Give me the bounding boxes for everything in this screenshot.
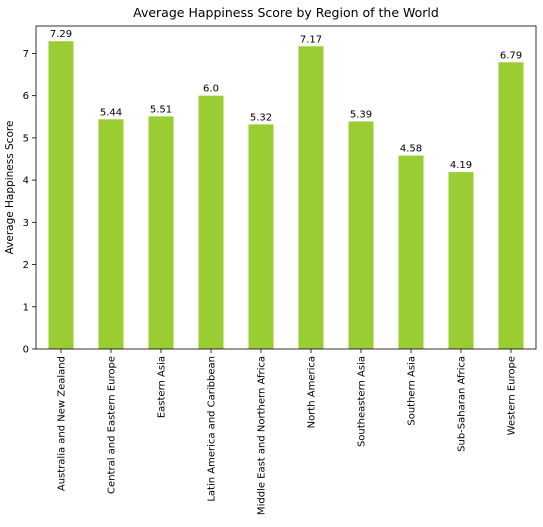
data-label-4: 5.32 [250,112,272,123]
data-label-7: 4.58 [400,144,422,155]
data-label-2: 5.51 [150,104,172,115]
y-tick-label: 5 [23,133,29,144]
bar-8 [448,172,474,349]
y-tick-label: 7 [23,49,29,60]
bar-6 [348,121,374,349]
x-tick-label: Sub-Saharan Africa [457,356,468,452]
data-label-9: 6.79 [500,50,522,61]
data-label-6: 5.39 [350,109,372,120]
x-tick-label: Southern Asia [407,356,418,426]
x-tick-label: North America [307,356,318,428]
chart-title: Average Happiness Score by Region of the… [133,5,439,20]
data-label-0: 7.29 [50,29,72,40]
x-tick-label: Middle East and Northern Africa [257,356,268,515]
y-tick-label: 3 [23,218,29,229]
bar-4 [248,124,274,349]
data-label-8: 4.19 [450,160,472,171]
bar-1 [98,119,124,349]
plot-area: 7.29 5.44 5.51 6.0 5.32 7.17 5.39 4.58 4.19 6.79 0… [23,25,537,515]
y-axis-label: Average Happiness Score [4,121,16,255]
y-tick-label: 0 [23,345,29,356]
bar-0 [48,41,74,349]
x-tick-label: Western Europe [507,356,518,435]
data-label-1: 5.44 [100,107,122,118]
y-tick-label: 4 [23,176,29,187]
y-tick-label: 6 [23,91,29,102]
bar-3 [198,95,224,349]
x-tick-label: Southeastern Asia [357,356,368,447]
x-tick-label: Eastern Asia [157,356,168,418]
x-tick-label: Australia and New Zealand [57,356,68,491]
bar-9 [498,62,524,350]
data-label-3: 6.0 [203,84,219,95]
plot-frame [35,25,537,350]
data-label-5: 7.17 [300,34,322,45]
x-tick-label: Central and Eastern Europe [107,356,118,494]
bar-2 [148,116,174,349]
bar-5 [298,46,324,350]
bar-7 [398,155,424,349]
x-tick-label: Latin America and Caribbean [207,356,218,502]
y-tick-label: 2 [23,260,29,271]
y-tick-label: 1 [23,302,29,313]
